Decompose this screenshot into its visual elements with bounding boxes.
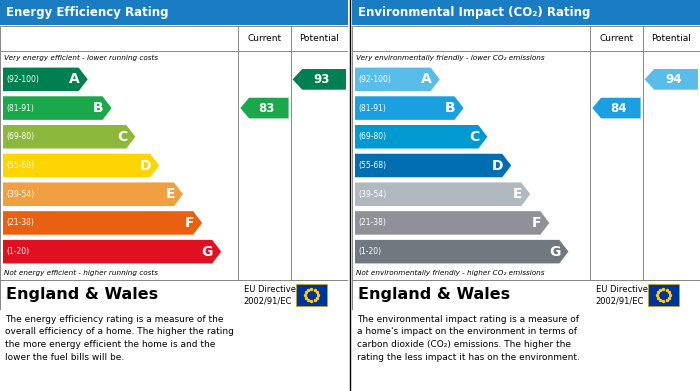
Text: C: C [117,130,127,144]
Bar [352,0,700,25]
Text: EU Directive
2002/91/EC: EU Directive 2002/91/EC [244,285,295,305]
Text: (1-20): (1-20) [6,247,29,256]
Text: (21-38): (21-38) [358,219,386,228]
Polygon shape [355,96,463,120]
Text: (92-100): (92-100) [6,75,39,84]
Polygon shape [3,125,135,149]
Polygon shape [3,96,111,120]
Bar [0,0,348,25]
Text: (81-91): (81-91) [358,104,386,113]
Text: Not environmentally friendly - higher CO₂ emissions: Not environmentally friendly - higher CO… [356,270,545,276]
Polygon shape [293,69,346,90]
Polygon shape [3,240,221,264]
Text: (39-54): (39-54) [358,190,386,199]
Text: (55-68): (55-68) [358,161,386,170]
Text: B: B [93,101,104,115]
Text: B: B [444,101,456,115]
Bar [648,284,679,306]
Text: Potential: Potential [300,34,339,43]
Polygon shape [3,154,159,177]
Text: A: A [69,72,80,86]
Text: Not energy efficient - higher running costs: Not energy efficient - higher running co… [4,270,158,276]
Polygon shape [355,125,487,149]
Polygon shape [355,211,550,235]
Text: The environmental impact rating is a measure of
a home's impact on the environme: The environmental impact rating is a mea… [357,315,580,362]
Text: Environmental Impact (CO₂) Rating: Environmental Impact (CO₂) Rating [358,6,590,19]
Bar [296,284,327,306]
Bar [352,280,700,310]
Text: (69-80): (69-80) [6,132,34,141]
Text: The energy efficiency rating is a measure of the
overall efficiency of a home. T: The energy efficiency rating is a measur… [5,315,234,362]
Polygon shape [3,211,202,235]
Text: (39-54): (39-54) [6,190,34,199]
Text: Very environmentally friendly - lower CO₂ emissions: Very environmentally friendly - lower CO… [356,55,545,61]
Bar [0,280,348,310]
Polygon shape [592,98,640,118]
Text: Energy Efficiency Rating: Energy Efficiency Rating [6,6,169,19]
Polygon shape [3,68,88,91]
Text: England & Wales: England & Wales [6,287,158,303]
Text: (81-91): (81-91) [6,104,34,113]
Text: EU Directive
2002/91/EC: EU Directive 2002/91/EC [596,285,648,305]
Polygon shape [355,240,568,264]
Text: E: E [165,187,175,201]
Text: (1-20): (1-20) [358,247,381,256]
Text: F: F [185,216,194,230]
Text: Potential: Potential [652,34,691,43]
Text: C: C [469,130,480,144]
Polygon shape [645,69,698,90]
Text: 83: 83 [259,102,275,115]
Text: Current: Current [247,34,281,43]
Text: Very energy efficient - lower running costs: Very energy efficient - lower running co… [4,55,158,61]
Text: (92-100): (92-100) [358,75,391,84]
Polygon shape [240,98,288,118]
Polygon shape [355,183,531,206]
Text: 93: 93 [314,73,330,86]
Text: England & Wales: England & Wales [358,287,510,303]
Polygon shape [355,68,440,91]
Text: (69-80): (69-80) [358,132,386,141]
Text: 84: 84 [610,102,627,115]
Text: A: A [421,72,432,86]
Text: D: D [491,158,503,172]
Polygon shape [3,183,183,206]
Text: G: G [549,245,560,258]
Text: D: D [139,158,151,172]
Text: Current: Current [599,34,634,43]
Text: G: G [202,245,213,258]
Text: (21-38): (21-38) [6,219,34,228]
Polygon shape [355,154,511,177]
Text: F: F [532,216,541,230]
Text: (55-68): (55-68) [6,161,34,170]
Text: 94: 94 [666,73,682,86]
Text: E: E [512,187,522,201]
